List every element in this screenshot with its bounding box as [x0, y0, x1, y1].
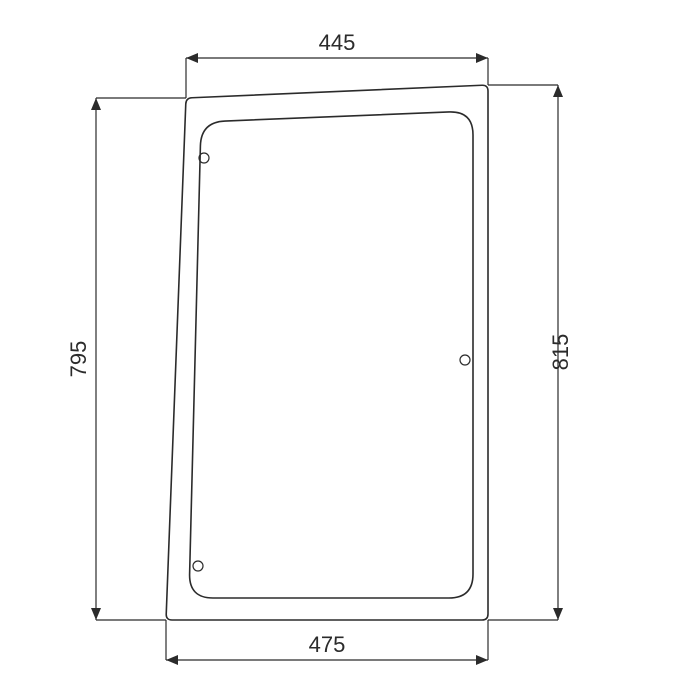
dim-arrow: [476, 655, 488, 665]
inner-frame: [190, 112, 473, 598]
technical-drawing: 445 475 795 815: [0, 0, 700, 700]
hole-3: [193, 561, 203, 571]
dim-arrow: [553, 608, 563, 620]
outer-frame: [166, 85, 488, 620]
dim-left-label: 795: [66, 341, 91, 378]
dim-top-label: 445: [319, 30, 356, 55]
dim-arrow: [553, 85, 563, 97]
dim-arrow: [91, 98, 101, 110]
dim-arrow: [186, 53, 198, 63]
hole-2: [460, 355, 470, 365]
dim-right-label: 815: [548, 334, 573, 371]
dim-arrow: [166, 655, 178, 665]
dim-arrow: [476, 53, 488, 63]
dim-bottom-label: 475: [309, 632, 346, 657]
dim-arrow: [91, 608, 101, 620]
